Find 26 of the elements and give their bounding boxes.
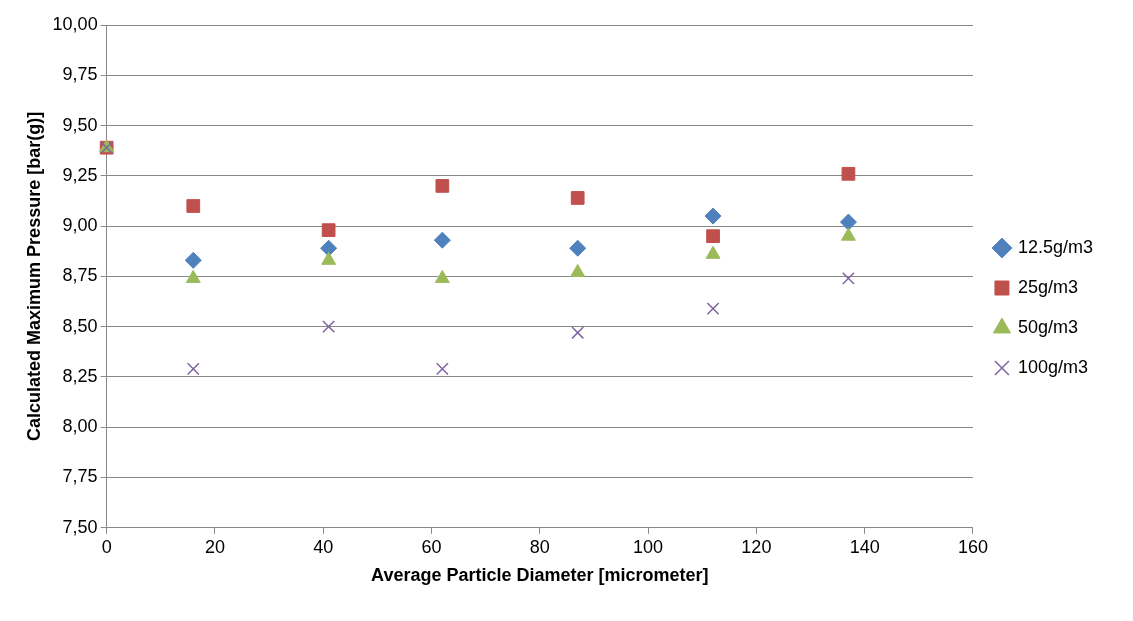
x-tick-label: 60 [421, 536, 442, 557]
y-tick-label: 7,50 [62, 516, 98, 537]
y-tick-label: 9,75 [62, 64, 98, 85]
x-tick-label: 0 [101, 536, 112, 557]
x-tick-label: 100 [633, 536, 664, 557]
y-tick-label: 10,00 [52, 13, 98, 34]
x-tick-label: 80 [529, 536, 550, 557]
x-axis-title: Average Particle Diameter [micrometer] [371, 565, 709, 586]
legend-label: 25g/m3 [1017, 276, 1078, 297]
x-tick-label: 140 [849, 536, 880, 557]
x-tick-label: 20 [204, 536, 225, 557]
y-tick-label: 9,00 [62, 215, 98, 236]
y-tick-label: 9,25 [62, 164, 98, 185]
y-tick-label: 8,50 [62, 315, 98, 336]
legend-label: 12.5g/m3 [1017, 236, 1094, 257]
y-axis-title: Calculated Maximum Pressure [bar(g)] [23, 111, 44, 441]
x-tick-label: 160 [957, 536, 988, 557]
y-tick-label: 7,75 [62, 466, 98, 487]
legend-label: 100g/m3 [1017, 356, 1089, 377]
x-tick-label: 120 [741, 536, 772, 557]
legend-label: 50g/m3 [1017, 316, 1078, 337]
y-tick-label: 8,00 [62, 416, 98, 437]
y-tick-label: 9,50 [62, 114, 98, 135]
x-tick-label: 40 [313, 536, 334, 557]
y-tick-label: 8,75 [62, 265, 98, 286]
y-tick-label: 8,25 [62, 365, 98, 386]
